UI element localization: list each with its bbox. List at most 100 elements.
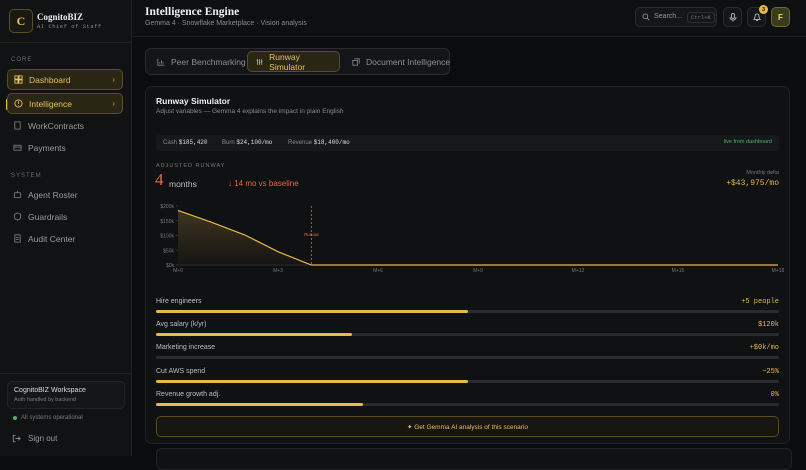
tagline: AI Chief of Staff xyxy=(37,23,102,30)
cta-button[interactable]: ✦ Get Gemma AI analysis of this scenario xyxy=(156,416,779,437)
y-tick-label: $50k xyxy=(163,248,174,254)
slider-label: Revenue growth adj. xyxy=(156,390,221,398)
stat-value: $185,420 xyxy=(178,139,208,146)
status-dot xyxy=(13,416,17,420)
nav-item[interactable]: Dashboard › xyxy=(7,69,123,90)
x-tick-label: M+18 xyxy=(772,268,785,274)
x-tick-label: M+15 xyxy=(672,268,685,274)
x-tick-label: M+6 xyxy=(373,268,383,274)
nav-item[interactable]: Guardrails xyxy=(7,206,123,227)
brand: CognitoBIZ xyxy=(37,12,84,22)
area xyxy=(178,210,778,265)
notification-badge: 3 xyxy=(759,5,768,14)
logo: C xyxy=(9,9,33,33)
slider-label: Marketing increase xyxy=(156,344,216,352)
x-tick-label: M+12 xyxy=(572,268,585,274)
stat-label: Burn xyxy=(222,140,235,146)
page-title: Intelligence Engine xyxy=(145,6,240,18)
workspace-card: CognitoBIZ Workspace Auth handled by bac… xyxy=(7,381,125,409)
monthly-delta-label: Monthly delta xyxy=(746,170,779,176)
x-tick-label: M+3 xyxy=(273,268,283,274)
slider-fill xyxy=(156,379,468,383)
source: live from dashboard xyxy=(723,139,772,145)
stat-label: Cash xyxy=(163,140,178,146)
page-subtitle: Gemma 4 · Snowflake Marketplace · Vision… xyxy=(145,20,307,27)
y-tick-label: $150k xyxy=(160,219,174,225)
slider-label: Cut AWS spend xyxy=(156,367,206,375)
runout-label: Runout xyxy=(304,232,319,237)
slider-track[interactable] xyxy=(156,402,779,406)
slider-track[interactable] xyxy=(156,356,779,360)
runway-chart: $0k $50k $100k $150k $200k M+0 M+3 M+6 M+9 M+12 M+… xyxy=(160,204,785,274)
nav-item[interactable]: WorkContracts xyxy=(7,115,123,136)
nav-label: Payments xyxy=(28,142,66,153)
next-card xyxy=(156,448,792,470)
sidebar: C CognitoBIZ AI Chief of Staff CORE Dash… xyxy=(0,0,132,456)
slider-value: −25% xyxy=(762,367,779,376)
slider-fill xyxy=(156,310,468,313)
section-label: SYSTEM xyxy=(11,173,42,179)
slider-label: Avg salary (k/yr) xyxy=(156,321,207,329)
search-placeholder: Search... xyxy=(654,13,683,20)
divider xyxy=(0,373,131,374)
nav-item[interactable]: Audit Center xyxy=(7,228,123,249)
avatar[interactable]: F xyxy=(771,7,790,27)
tab-active[interactable]: Runway Simulator xyxy=(247,51,340,72)
shortcut: Ctrl+K xyxy=(687,12,715,23)
nav-item[interactable]: Payments xyxy=(7,137,123,158)
tab-label: Peer Benchmarking xyxy=(171,56,246,67)
slider-value: +$0k/mo xyxy=(749,344,779,353)
slider-fill xyxy=(156,402,364,406)
section-label: CORE xyxy=(11,57,33,63)
nav-item[interactable]: Agent Roster xyxy=(7,184,123,205)
sign-out[interactable]: Sign out xyxy=(12,434,57,443)
slider-track[interactable] xyxy=(156,333,779,337)
nav-label: WorkContracts xyxy=(28,120,85,131)
sign-out-label: Sign out xyxy=(28,434,58,443)
workspace-name: CognitoBIZ Workspace xyxy=(14,387,86,394)
runway-unit: months xyxy=(169,179,197,189)
x-tick-label: M+0 xyxy=(173,268,183,274)
stat-value: $24,100/mo xyxy=(236,139,273,146)
tab-label: Runway Simulator xyxy=(269,51,306,72)
nav-item[interactable]: Intelligence › xyxy=(7,93,123,114)
card-subtitle: Adjust variables — Gemma 4 explains the … xyxy=(156,108,344,115)
slider-value: 0% xyxy=(770,390,779,399)
y-tick-label: $200k xyxy=(160,204,174,210)
slider-label: Hire engineers xyxy=(156,298,202,305)
line xyxy=(177,209,778,266)
runway-value: 4 xyxy=(155,170,164,189)
y-tick-label: $100k xyxy=(160,234,174,240)
nav-label: Audit Center xyxy=(28,233,76,244)
nav-label: Agent Roster xyxy=(28,189,78,200)
stat-value: $18,400/mo xyxy=(313,139,350,146)
x-tick-label: M+9 xyxy=(473,268,483,274)
stat: Burn $24,100/mo xyxy=(222,139,272,146)
slider-track[interactable] xyxy=(156,379,779,383)
card-title: Runway Simulator xyxy=(156,96,231,106)
status: All systems operational xyxy=(21,415,83,421)
tab[interactable]: Document Intelligence xyxy=(344,51,458,72)
vs-baseline: ↓ 14 mo vs baseline xyxy=(228,179,299,188)
stat: Cash $185,420 xyxy=(163,139,208,146)
tab-label: Document Intelligence xyxy=(366,56,451,67)
mic-button[interactable] xyxy=(723,7,742,27)
y-tick-label: $0k xyxy=(166,263,175,269)
slider-fill xyxy=(156,333,353,337)
stats-bar: Cash $185,420 Burn $24,100/mo Revenue $1… xyxy=(156,135,779,151)
search-box[interactable]: Search... Ctrl+K xyxy=(635,7,717,27)
divider xyxy=(0,42,131,43)
nav-label: Intelligence xyxy=(29,98,73,109)
workspace-note: Auth handled by backend xyxy=(14,397,77,403)
stat-label: Revenue xyxy=(288,140,313,146)
slider-track[interactable] xyxy=(156,310,779,313)
slider-value: +5 people xyxy=(741,298,779,306)
tab[interactable]: Peer Benchmarking xyxy=(149,51,254,72)
slider-value: $120k xyxy=(757,321,779,330)
monthly-delta: +$43,975/mo xyxy=(726,179,779,188)
nav-label: Guardrails xyxy=(28,211,68,222)
stat: Revenue $18,400/mo xyxy=(288,139,350,146)
runway-label: ADJUSTED RUNWAY xyxy=(156,163,226,169)
nav-label: Dashboard xyxy=(29,74,71,85)
